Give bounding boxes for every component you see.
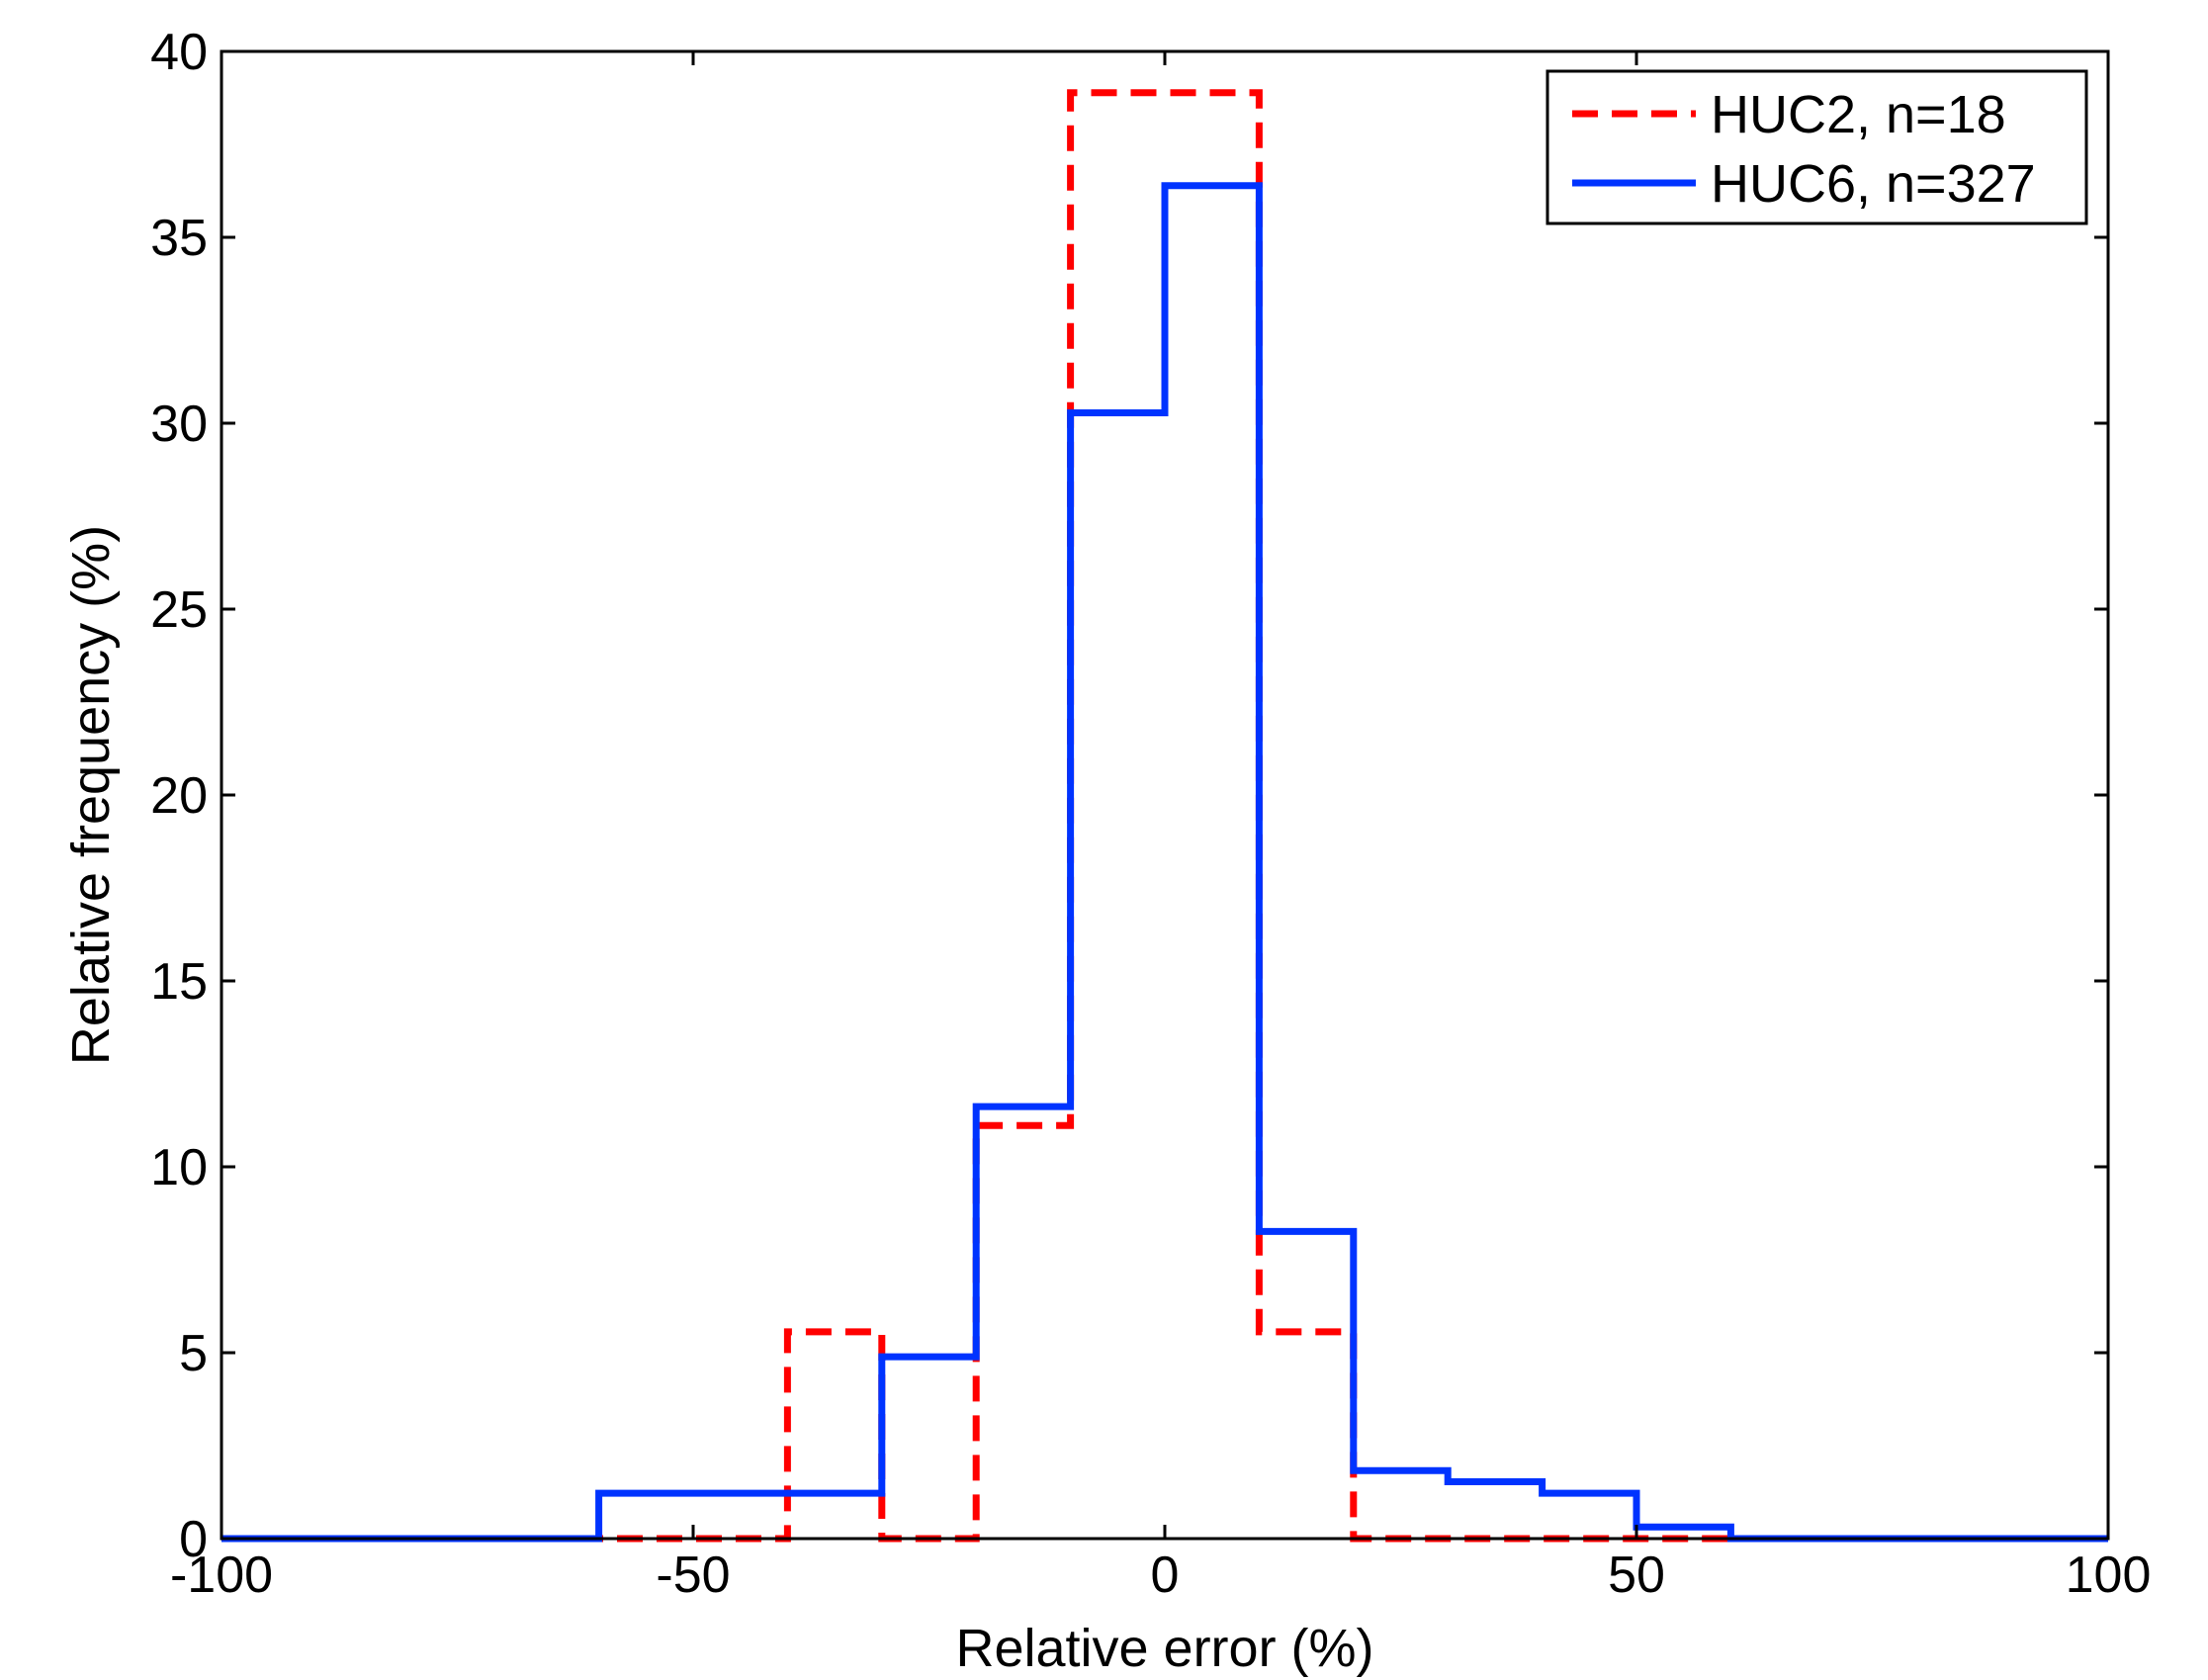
- y-tick-label: 10: [150, 1139, 208, 1196]
- y-tick-label: 40: [150, 24, 208, 81]
- legend: HUC2, n=18 HUC6, n=327: [1546, 69, 2088, 225]
- y-tick-label: 0: [179, 1511, 208, 1568]
- y-tick-label: 30: [150, 396, 208, 453]
- series-line-huc6: [221, 182, 2108, 1543]
- legend-label-huc6: HUC6, n=327: [1711, 154, 2036, 214]
- y-tick-label: 25: [150, 581, 208, 639]
- legend-label-huc2: HUC2, n=18: [1711, 85, 2006, 144]
- x-tick-label: 50: [1608, 1547, 1665, 1604]
- y-tick-label: 35: [150, 210, 208, 267]
- axis-ticks: -100 -50 0 50 100 0 5 10 15 20 25 30 35 40: [150, 24, 2151, 1604]
- y-axis-label: Relative frequency (%): [61, 525, 121, 1065]
- y-tick-label: 15: [150, 953, 208, 1011]
- x-tick-label: -50: [656, 1547, 730, 1604]
- x-tick-label: 0: [1151, 1547, 1180, 1604]
- legend-box: [1546, 69, 2088, 225]
- x-tick-label: 100: [2066, 1547, 2152, 1604]
- x-axis-label: Relative error (%): [955, 1619, 1373, 1678]
- y-tick-label: 5: [179, 1325, 208, 1382]
- y-tick-label: 20: [150, 767, 208, 825]
- x-tick-label: -100: [170, 1547, 273, 1604]
